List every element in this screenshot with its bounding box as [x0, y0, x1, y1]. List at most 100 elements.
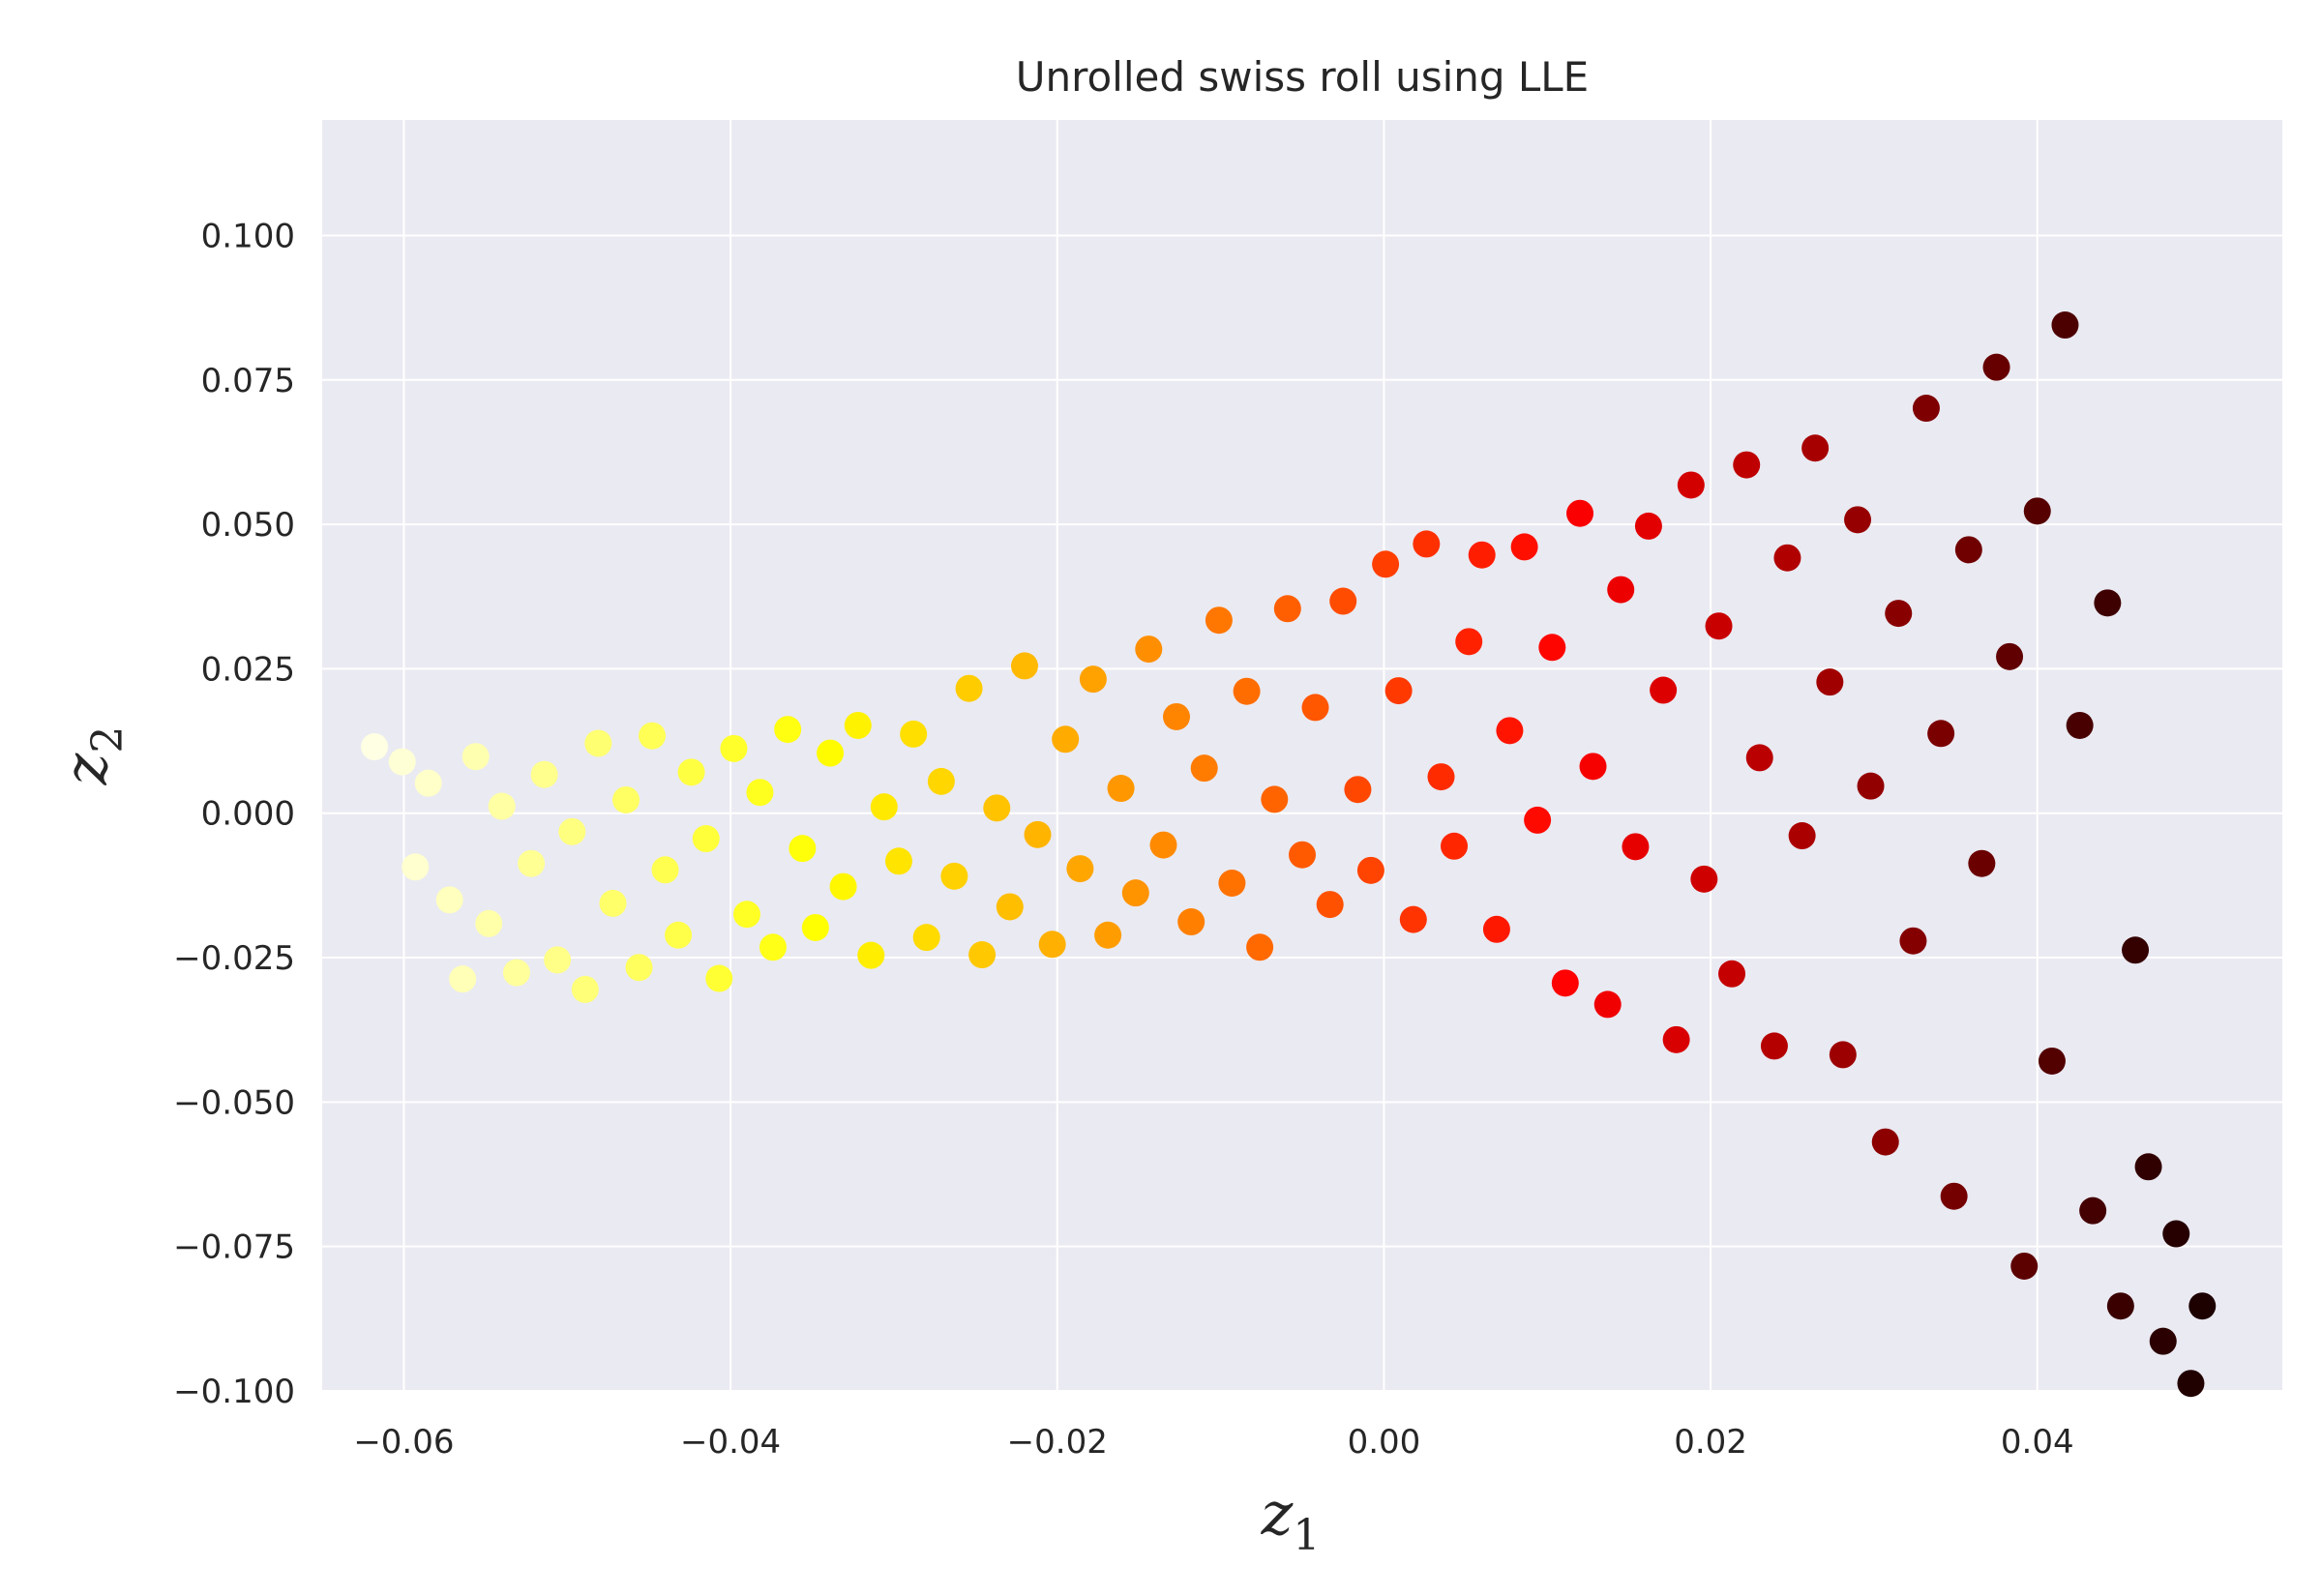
scatter-point [1177, 908, 1206, 936]
scatter-point [2010, 1252, 2039, 1280]
scatter-point [1510, 533, 1538, 561]
scatter-point [1289, 841, 1316, 869]
scatter-point [1066, 855, 1094, 883]
scatter-point [2051, 311, 2079, 340]
y-tick-label: 0.100 [201, 217, 295, 255]
scatter-point [1524, 806, 1552, 834]
scatter-point [612, 785, 640, 813]
scatter-point [1372, 550, 1400, 578]
scatter-point [1427, 763, 1455, 791]
scatter-point [1940, 1182, 1968, 1210]
scatter-point [1384, 677, 1413, 705]
scatter-point [599, 889, 627, 917]
scatter-point [789, 835, 817, 863]
scatter-point [461, 743, 490, 771]
plot-area-background [322, 120, 2282, 1391]
scatter-point [488, 792, 516, 820]
y-axis-label: z2 [50, 726, 133, 786]
scatter-point [1399, 905, 1427, 933]
scatter-point [1927, 720, 1955, 748]
scatter-point [1205, 606, 1233, 635]
scatter-point [2134, 1153, 2162, 1181]
scatter-point [1162, 702, 1190, 730]
scatter-point [1010, 652, 1038, 680]
scatter-point [774, 716, 802, 744]
scatter-point [870, 793, 898, 821]
y-tick-label: 0.025 [201, 650, 295, 689]
x-tick-label: −0.04 [680, 1423, 781, 1462]
scatter-point [1121, 879, 1149, 907]
scatter-points [361, 311, 2217, 1398]
y-tick-label: 0.000 [201, 795, 295, 834]
scatter-point [1149, 831, 1177, 859]
scatter-point [558, 817, 586, 845]
y-tick-label: −0.025 [173, 939, 295, 978]
scatter-point [1733, 451, 1761, 479]
scatter-point [639, 722, 667, 750]
scatter-point [1968, 849, 1996, 877]
scatter-point [1844, 506, 1872, 534]
scatter-point [968, 941, 997, 969]
scatter-point [1079, 665, 1107, 694]
scatter-point [1301, 694, 1329, 722]
scatter-point [912, 924, 940, 952]
scatter-point [402, 853, 430, 881]
scatter-point [996, 893, 1024, 921]
scatter-point [1316, 891, 1344, 919]
scatter-point [1441, 832, 1469, 860]
scatter-point [584, 729, 612, 757]
scatter-point [571, 975, 599, 1003]
scatter-point [1773, 544, 1801, 572]
x-axis-label: z1 [1261, 1478, 1321, 1560]
scatter-point [2188, 1292, 2217, 1320]
scatter-point [720, 734, 748, 762]
scatter-point [927, 767, 955, 795]
scatter-point [2023, 497, 2051, 525]
x-tick-label: 0.02 [1674, 1423, 1747, 1462]
scatter-point [829, 872, 857, 901]
scatter-point [1801, 434, 1830, 462]
scatter-point [1551, 969, 1579, 997]
scatter-point [1052, 725, 1080, 754]
scatter-point [1094, 921, 1122, 949]
scatter-point [2066, 711, 2094, 739]
scatter-point [1190, 754, 1218, 783]
scatter-point [2177, 1370, 2205, 1398]
scatter-point [361, 733, 389, 761]
scatter-point [1135, 635, 1163, 664]
y-tick-label: 0.075 [201, 362, 295, 400]
scatter-point [1662, 1025, 1690, 1053]
scatter-point [2079, 1197, 2107, 1225]
scatter-point [677, 758, 705, 786]
x-tick-label: −0.06 [353, 1423, 454, 1462]
scatter-point [544, 946, 572, 974]
y-axis-label-main: z [50, 753, 121, 785]
scatter-point [1579, 753, 1607, 781]
scatter-point [1593, 990, 1622, 1019]
scatter-point [1329, 587, 1357, 615]
scatter-point [1650, 676, 1678, 704]
scatter-point [1024, 820, 1052, 848]
scatter-point [1885, 600, 1913, 628]
scatter-point [1496, 717, 1524, 745]
scatter-point [1982, 353, 2010, 381]
scatter-point [502, 959, 530, 987]
scatter-point [746, 779, 774, 807]
scatter-point [1996, 642, 2024, 670]
scatter-point [2038, 1047, 2066, 1075]
scatter-point [692, 825, 720, 853]
scatter-point [1038, 931, 1066, 959]
scatter-point [388, 748, 416, 776]
scatter-point [844, 711, 872, 739]
x-tick-label: 0.04 [2001, 1423, 2074, 1462]
scatter-point [414, 769, 442, 797]
scatter-point [2149, 1327, 2177, 1355]
scatter-point [1344, 776, 1372, 804]
y-tick-label: 0.050 [201, 506, 295, 545]
scatter-point [817, 739, 845, 767]
scatter-point [435, 886, 463, 914]
x-tick-labels: −0.06 −0.04 −0.02 0.00 0.02 0.04 [353, 1423, 2073, 1462]
scatter-point [1912, 395, 1940, 423]
x-axis-label-subscript: 1 [1293, 1511, 1320, 1560]
